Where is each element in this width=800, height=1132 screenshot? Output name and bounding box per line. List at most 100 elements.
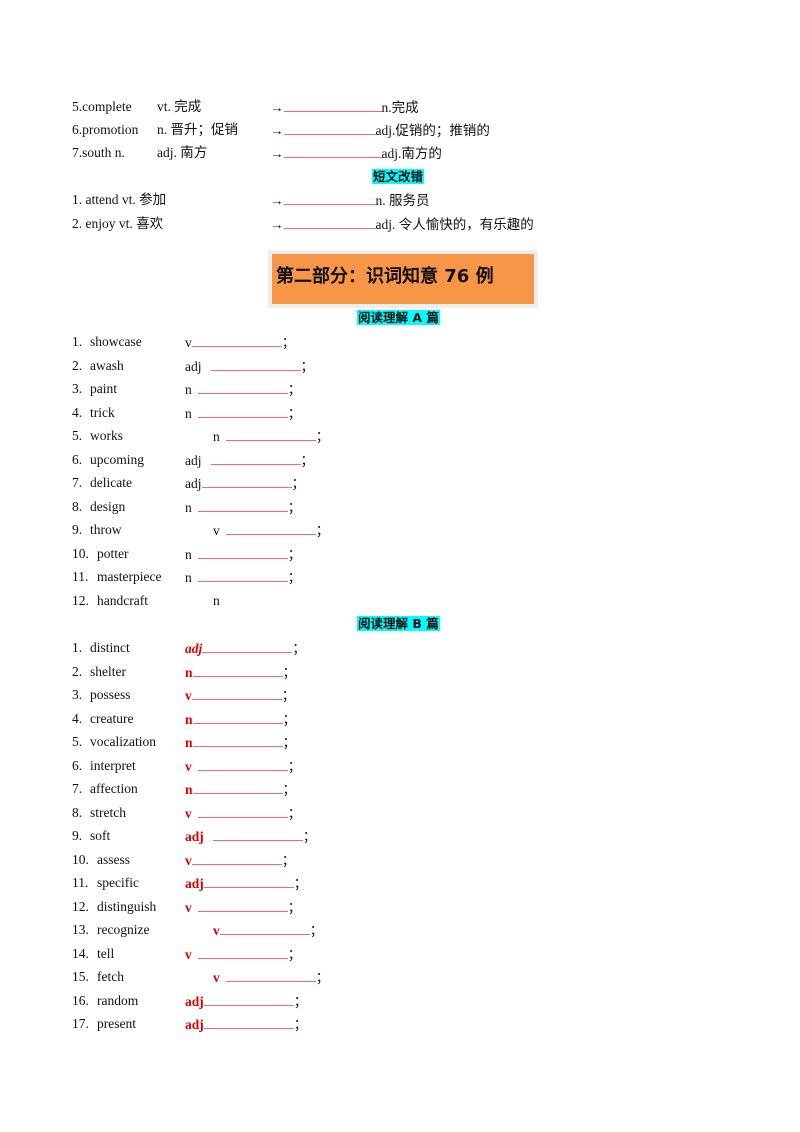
meaning: adj. 南方 [157,145,208,160]
part-of-speech: adj [185,476,202,491]
answer-blank[interactable] [191,687,282,700]
part-of-speech: adj [185,1017,204,1032]
part-of-speech: adj [185,358,202,374]
answer-blank[interactable] [201,475,292,488]
answer-blank[interactable] [283,122,376,135]
answer-blank[interactable] [225,969,316,982]
answer-row: n； [185,405,301,422]
answer-blank[interactable] [197,499,288,512]
separator: ； [287,946,302,962]
answer-row: adj ； [185,993,307,1010]
answer-blank[interactable] [202,640,293,653]
word-row: 5.complete [72,99,132,115]
item-word: specific [97,875,139,890]
answer-blank[interactable] [197,805,288,818]
item-word: masterpiece [97,569,162,584]
answer-row: v； [213,922,323,939]
word: 6.promotion [72,122,139,137]
arrow-icon: → [270,146,284,161]
answer-row: → n.完成 [270,99,419,116]
answer-blank[interactable] [225,428,316,441]
item-word: assess [97,851,130,867]
item-number: 6. [72,451,83,467]
answer-blank[interactable] [210,452,301,465]
arrow-icon: → [270,193,284,208]
answer-blank[interactable] [197,899,288,912]
separator: ； [281,688,296,703]
answer-row: → adj. 令人愉快的，有乐趣的 [270,216,534,233]
answer-blank[interactable] [212,828,303,841]
item-word: paint [90,381,117,396]
answer-row: v； [185,852,295,869]
part-of-speech: v [213,523,220,538]
answer-blank[interactable] [197,946,288,959]
item-word: stretch [90,804,126,820]
answer-blank[interactable] [197,569,288,582]
item-number: 12. [72,898,89,914]
answer-blank[interactable] [192,734,283,747]
item-word: shelter [90,663,126,679]
answer-blank[interactable] [283,216,376,229]
answer-blank[interactable] [203,875,294,888]
answer-blank[interactable] [283,99,382,112]
separator: ； [287,899,302,915]
item-word: tell [97,945,115,961]
answer-row: n； [185,381,301,398]
item-number: 11. [72,569,89,584]
item-word: soft [90,828,111,843]
answer-blank[interactable] [191,334,282,347]
word: 2. enjoy vt. 喜欢 [72,216,164,231]
answer-blank[interactable] [203,1016,294,1029]
answer-blank[interactable] [197,758,288,771]
answer-blank[interactable] [192,664,283,677]
section-a-heading: 阅读理解 A 篇 [357,310,440,325]
answer-row: adj ； [185,640,306,657]
separator: ； [282,664,297,680]
item-number: 7. [72,475,83,490]
item-number: 9. [72,522,83,537]
answer-blank[interactable] [225,522,316,535]
answer-row: v； [213,969,329,986]
part-title-box: 第二部分：识词知意 76 例 [268,250,538,308]
separator: ； [287,405,302,421]
item-word: works [90,428,123,443]
word: 7.south n. [72,145,125,160]
separator: ； [287,758,302,774]
answer-blank[interactable] [192,711,283,724]
separator: ； [300,452,315,468]
answer-blank[interactable] [283,145,382,158]
part-of-speech: n [185,664,193,680]
item-word: design [90,498,126,514]
separator: ； [309,923,324,938]
separator: ； [293,876,308,891]
answer-blank[interactable] [197,381,288,394]
answer-blank[interactable] [219,922,310,935]
answer-row: n [213,593,220,609]
answer-row: n； [213,428,329,445]
arrow-icon: → [270,217,284,232]
part-of-speech: v [185,758,192,774]
item-word: recognize [97,922,150,937]
answer-blank[interactable] [192,781,283,794]
answer-row: n； [185,711,296,728]
item-word: distinguish [97,898,157,914]
separator: ； [315,429,330,444]
section-heading: 短文改错 [372,169,425,184]
answer-blank[interactable] [203,993,294,1006]
answer-blank[interactable] [197,546,288,559]
separator: ； [287,382,302,397]
separator: ； [315,970,330,985]
answer-blank[interactable] [210,358,301,371]
answer-blank[interactable] [191,852,282,865]
item-word: delicate [90,475,132,490]
answer-row: v； [185,899,301,916]
part-of-speech: n [213,592,220,608]
item-word: creature [90,710,134,726]
separator: ； [281,335,296,350]
answer-row: v； [185,805,301,822]
answer-blank[interactable] [197,405,288,418]
arrow-icon: → [270,123,284,138]
part-of-speech: v [185,852,192,868]
answer-blank[interactable] [283,192,376,205]
